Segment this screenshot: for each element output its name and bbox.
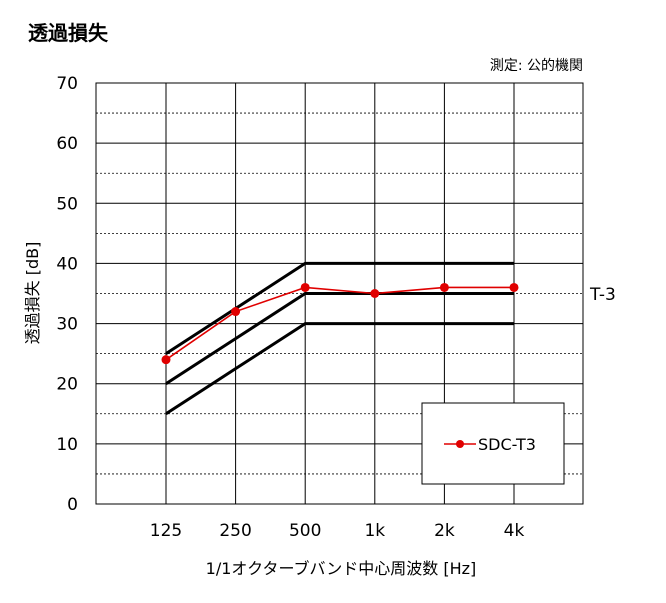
data-point [509,282,519,292]
x-tick-label: 1k [364,521,385,541]
data-point [370,289,380,298]
y-tick-label: 70 [56,74,78,94]
y-tick-label: 50 [56,194,78,214]
data-point [300,282,310,292]
reference-curve-3 [165,322,514,416]
x-tick-label: 2k [434,521,455,541]
data-point [439,282,449,292]
measurement-note: 測定: 公的機関 [490,58,583,74]
y-tick-label: 40 [56,254,78,274]
reference-curves [165,261,514,416]
x-tick-labels: 125 250 500 1k 2k 4k [150,521,525,541]
data-point [161,355,171,365]
chart-title: 透過損失 [28,21,109,45]
y-tick-labels: 0 10 20 30 40 50 60 70 [56,74,78,515]
y-tick-label: 60 [56,134,78,154]
legend-marker-sdc-t3 [456,440,464,448]
reference-curve-1 [165,261,514,355]
x-tick-label: 250 [219,521,251,541]
y-axis-title: 透過損失 [dB] [23,242,42,345]
y-tick-label: 0 [67,495,78,515]
legend-label-sdc-t3: SDC-T3 [478,435,536,454]
y-tick-label: 30 [56,315,78,335]
x-tick-label: 125 [150,521,182,541]
legend: SDC-T3 [421,402,565,485]
data-series [161,282,519,365]
reference-curve-2 [165,292,514,385]
x-tick-label: 4k [504,521,525,541]
reference-label-t3: T-3 [589,285,616,305]
series-line-sdc-t3 [165,286,514,361]
data-point [231,307,241,317]
y-tick-label: 10 [56,435,78,455]
y-tick-label: 20 [56,375,78,395]
x-tick-label: 500 [289,521,321,541]
plot-area-border [95,82,584,505]
x-axis-title: 1/1オクターブバンド中心周波数 [Hz] [206,559,477,578]
